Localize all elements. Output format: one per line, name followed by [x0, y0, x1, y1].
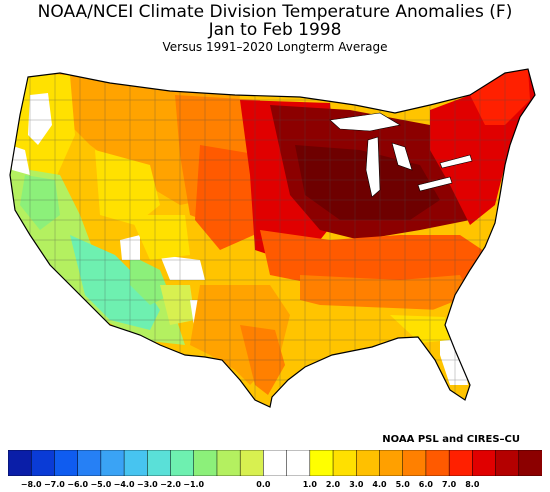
legend-swatch [332, 450, 357, 476]
legend-swatch [356, 450, 381, 476]
map-title: NOAA/NCEI Climate Division Temperature A… [37, 2, 513, 22]
legend-tick-label: 4.0 [372, 480, 387, 489]
legend-tick-label: −5.0 [90, 480, 112, 489]
legend-swatch [239, 450, 264, 476]
us-outline [9, 68, 536, 408]
legend-swatch [8, 450, 32, 476]
legend-swatch [472, 450, 497, 476]
legend-tick-label: 0.0 [256, 480, 271, 489]
legend-tick-label: 3.0 [349, 480, 364, 489]
map-subtitle: Versus 1991–2020 Longterm Average [162, 40, 388, 54]
legend-swatch [216, 450, 241, 476]
anomaly-field [10, 69, 535, 407]
legend-swatch [147, 450, 172, 476]
legend-tick-label: −1.0 [183, 480, 205, 489]
color-legend [8, 450, 542, 476]
legend-tick-label: −3.0 [136, 480, 158, 489]
legend-tick-label: 8.0 [465, 480, 480, 489]
legend-swatch [193, 450, 218, 476]
legend-tick-label: −2.0 [160, 480, 181, 489]
legend-swatch [379, 450, 404, 476]
us-climate-division-map [9, 68, 536, 408]
legend-swatch [30, 450, 55, 476]
great-lakes [329, 112, 473, 198]
legend-swatch [123, 450, 148, 476]
legend-swatch [54, 450, 79, 476]
legend-tick-label: −7.0 [43, 480, 65, 489]
legend-swatch [263, 450, 288, 476]
legend-tick-label: −6.0 [67, 480, 89, 489]
legend-tick-label: 2.0 [325, 480, 341, 489]
credit-text: NOAA PSL and CIRES–CU [382, 434, 520, 445]
map-period: Jan to Feb 1998 [208, 20, 342, 40]
legend-swatch [309, 450, 334, 476]
legend-swatch [170, 450, 195, 476]
legend-swatch [402, 450, 427, 476]
legend-swatch [495, 450, 520, 476]
legend-swatch [286, 450, 311, 476]
legend-swatch [518, 450, 542, 476]
legend-tick-label: −8.0 [20, 480, 42, 489]
legend-swatch [77, 450, 102, 476]
legend-tick-labels: −8.0 −7.0 −6.0 −5.0 −4.0 −3.0 −2.0 −1.0 0.0 1.0 2.… [8, 480, 542, 492]
legend-tick-label: 7.0 [442, 480, 457, 489]
legend-tick-label: −4.0 [113, 480, 135, 489]
legend-swatch [100, 450, 125, 476]
legend-tick-label: 5.0 [395, 480, 410, 489]
legend-tick-label: 1.0 [302, 480, 317, 489]
legend-swatch [448, 450, 473, 476]
legend-swatch [425, 450, 450, 476]
legend-tick-label: 6.0 [418, 480, 433, 489]
